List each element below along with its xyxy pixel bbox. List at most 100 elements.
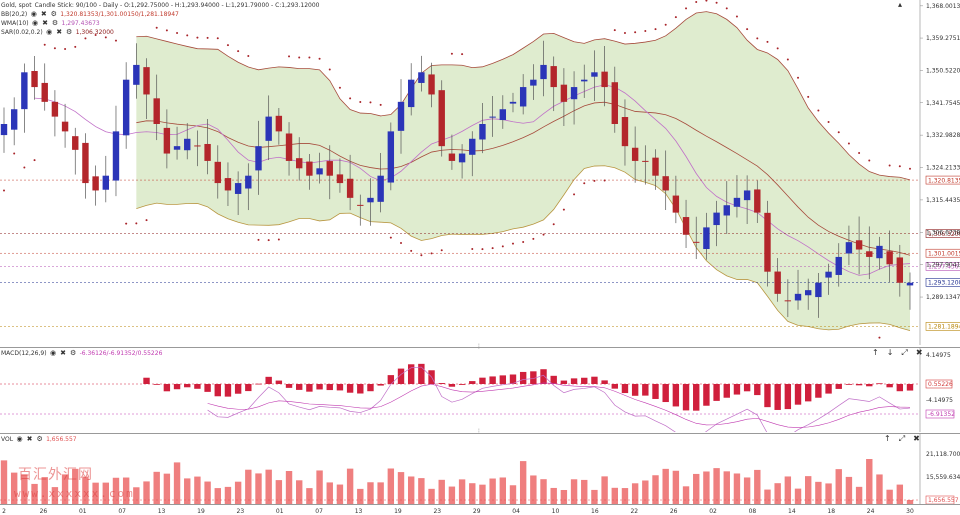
gear-icon[interactable]: ⚙ xyxy=(51,19,59,27)
x-tick-label: 01 xyxy=(276,508,284,515)
volume-bar xyxy=(662,468,669,504)
candle-body xyxy=(173,146,181,150)
ohlc-readout: Candle Stick: 90/100 - Daily - O:1,292.7… xyxy=(34,2,320,9)
y-tick-label: 1,315.44359 xyxy=(926,197,960,204)
macd-toolbar: ↑ ↓ ⤢ ✖ xyxy=(872,348,923,358)
macd-chart[interactable]: 4.14975 -4.14975 0.55226 -6.91352 xyxy=(0,348,960,432)
volume-pane[interactable]: 21,118.700 15,559.634 1,656.557 VOL ◉ ✖ ⚙ … xyxy=(0,433,960,505)
close-pane-icon[interactable]: ✖ xyxy=(913,434,920,443)
volume-bar xyxy=(122,477,130,504)
volume-bar xyxy=(540,479,547,504)
price-tag-label: 1,301.00150 xyxy=(928,250,960,257)
move-up-icon[interactable]: ↑ xyxy=(872,348,879,357)
macd-histogram-bar xyxy=(642,384,649,396)
macd-histogram-bar xyxy=(886,384,893,388)
volume-bar xyxy=(672,470,680,504)
price-tag xyxy=(925,278,960,287)
price-tag xyxy=(925,229,960,238)
pane-splitter-handle[interactable]: ⋮ xyxy=(476,428,482,435)
volume-bar xyxy=(693,473,700,504)
gear-icon[interactable]: ⚙ xyxy=(36,435,43,443)
candle-body xyxy=(642,160,649,162)
gear-icon[interactable]: ⚙ xyxy=(69,349,77,357)
sar-dot xyxy=(847,142,850,145)
volume-bar xyxy=(876,474,883,504)
x-tick-label: 13 xyxy=(158,508,166,515)
volume-bar xyxy=(438,479,445,504)
sar-dot xyxy=(155,26,158,29)
close-icon[interactable]: ✖ xyxy=(40,10,47,18)
arrow-up-icon[interactable]: ▴ xyxy=(898,0,903,9)
sar-dot xyxy=(685,7,688,10)
macd-histogram-bar xyxy=(184,384,191,388)
candle-body xyxy=(713,212,720,226)
close-pane-icon[interactable]: ✖ xyxy=(915,348,923,357)
candle-body xyxy=(10,109,18,130)
macd-legend: MACD(12,26,9) ◉ ✖ ⚙ -6.36126/-6.91352/0.… xyxy=(1,349,162,358)
volume-bar xyxy=(530,475,537,504)
macd-histogram-bar xyxy=(499,375,507,384)
macd-histogram-bar xyxy=(733,384,741,395)
sar-dot xyxy=(226,44,229,47)
candle-body xyxy=(662,176,669,191)
sar-dot xyxy=(84,37,87,40)
price-tag-label: 1,306.32000 xyxy=(928,231,960,238)
candle-body xyxy=(275,115,283,132)
candle-body xyxy=(122,79,130,136)
candle-body xyxy=(51,101,59,117)
maximize-icon[interactable]: ⤢ xyxy=(898,434,906,443)
move-down-icon[interactable]: ↓ xyxy=(886,348,894,357)
close-icon[interactable]: ✖ xyxy=(60,349,67,357)
macd-tag xyxy=(925,379,953,389)
macd-histogram-bar xyxy=(825,384,832,394)
price-tag xyxy=(925,262,960,271)
volume-bar xyxy=(886,489,893,504)
macd-histogram-bar xyxy=(367,384,374,392)
main-price-pane[interactable]: 1,320.81353 1,306.32000 1,301.00150 1,297.4… xyxy=(0,0,960,345)
sar-dot xyxy=(298,56,301,59)
macd-histogram-bar xyxy=(306,384,313,392)
eye-icon[interactable]: ◉ xyxy=(31,19,39,27)
candle-body xyxy=(886,251,893,265)
x-tick-label: 26 xyxy=(670,508,678,515)
sar-dot xyxy=(461,53,464,56)
eye-icon[interactable]: ◉ xyxy=(50,349,57,357)
macd-pane[interactable]: 4.14975 -4.14975 0.55226 -6.91352 MACD(12,2… xyxy=(0,347,960,432)
wma-line xyxy=(34,84,911,276)
y-tick-label: 1,332.98284 xyxy=(926,132,960,139)
candle-body xyxy=(784,300,792,302)
move-up-icon[interactable]: ↑ xyxy=(884,434,891,443)
eye-icon[interactable]: ◉ xyxy=(46,28,53,36)
macd-histogram-bar xyxy=(743,384,751,392)
maximize-icon[interactable]: ⤢ xyxy=(901,348,908,357)
close-icon[interactable]: ✖ xyxy=(26,435,33,443)
macd-histogram-bar xyxy=(418,363,425,384)
price-chart[interactable]: 1,320.81353 1,306.32000 1,301.00150 1,297.4… xyxy=(0,0,960,345)
candle-body xyxy=(733,197,741,207)
volume-bar xyxy=(143,481,150,504)
close-icon[interactable]: ✖ xyxy=(42,19,48,27)
sar-dot xyxy=(74,45,77,48)
candle-body xyxy=(41,82,48,102)
close-icon[interactable]: ✖ xyxy=(56,28,63,36)
candle-body xyxy=(397,101,405,131)
pane-splitter-handle[interactable]: ⋮ xyxy=(476,343,482,350)
sar-dot xyxy=(369,101,372,104)
candle-body xyxy=(387,131,395,183)
bollinger-middle-line xyxy=(136,101,911,256)
eye-icon[interactable]: ◉ xyxy=(30,10,37,18)
candle-body xyxy=(61,121,69,132)
gear-icon[interactable]: ⚙ xyxy=(66,28,73,36)
volume-bar xyxy=(265,469,272,504)
volume-chart[interactable]: 21,118.700 15,559.634 1,656.557 xyxy=(0,434,960,505)
candle-body xyxy=(876,245,883,259)
bollinger-lower-line xyxy=(136,165,911,332)
x-axis-labels: 2 26 01 07 13 19 23 01 07 13 19 23 29 04 10 16 22 26 02 08 1… xyxy=(2,508,914,515)
eye-icon[interactable]: ◉ xyxy=(16,435,23,443)
candle-body xyxy=(428,74,435,95)
volume-bar xyxy=(397,472,405,504)
gear-icon[interactable]: ⚙ xyxy=(50,10,57,18)
sar-dot xyxy=(420,254,423,257)
macd-histogram-bar xyxy=(326,384,333,391)
